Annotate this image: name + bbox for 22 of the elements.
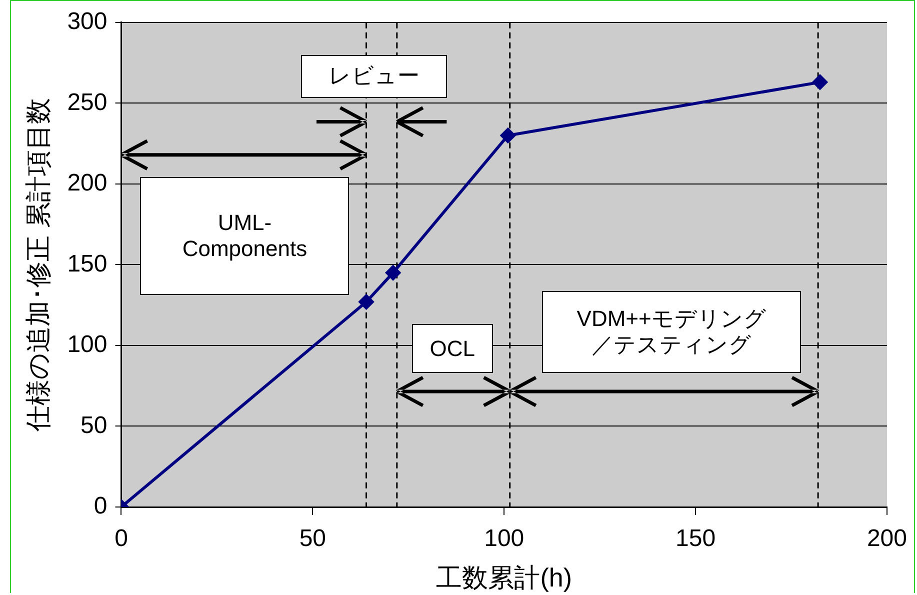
y-tick-label: 200 xyxy=(67,170,108,197)
label-box: OCL xyxy=(412,324,493,373)
label-box: VDM++モデリング／テスティング xyxy=(542,290,801,373)
x-tick-label: 0 xyxy=(114,525,128,552)
y-axis-title: 仕様の追加･修正 累計項目数 xyxy=(22,98,53,432)
point xyxy=(812,74,828,90)
label-box: レビュー xyxy=(301,54,447,98)
x-tick-label: 100 xyxy=(484,525,524,552)
point xyxy=(358,294,374,310)
x-tick-label: 50 xyxy=(299,525,326,552)
y-tick-label: 250 xyxy=(67,88,108,116)
y-tick-label: 150 xyxy=(67,250,108,278)
x-axis-title: 工数累計(h) xyxy=(436,562,572,593)
y-tick-label: 300 xyxy=(67,8,108,36)
y-tick-label: 0 xyxy=(94,492,108,520)
point xyxy=(500,128,516,143)
y-tick-label: 50 xyxy=(80,412,108,439)
label-box: UML-Components xyxy=(140,177,350,296)
x-tick-label: 150 xyxy=(676,525,716,552)
x-tick-label: 200 xyxy=(866,525,907,552)
point xyxy=(386,265,401,280)
y-tick-label: 100 xyxy=(67,331,108,358)
